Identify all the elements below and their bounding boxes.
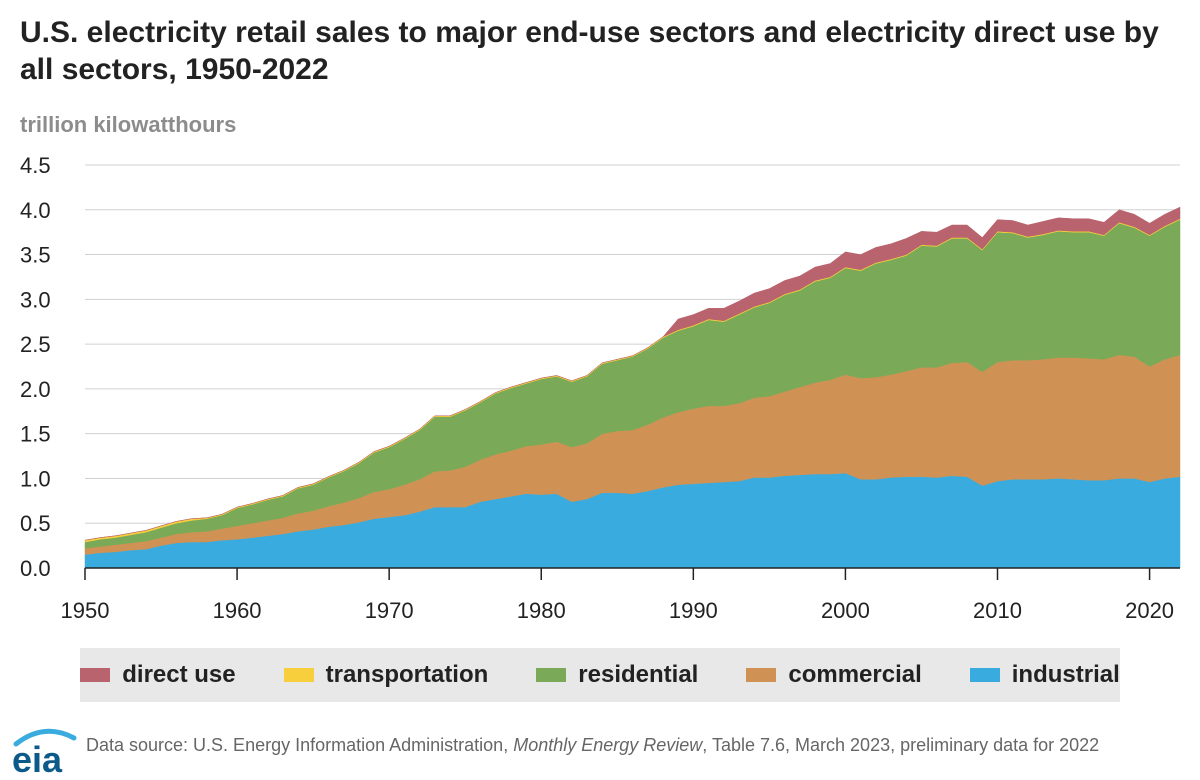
footer: eia Data source: U.S. Energy Information… (0, 722, 1200, 780)
legend-label: residential (578, 661, 699, 688)
legend-label: direct use (122, 661, 236, 688)
axes: 0.0 0.5 1.0 1.5 2.0 2.5 3.0 3.5 4.0 4.5 1950 1960 19… (20, 153, 1180, 623)
y-axis-unit-label: trillion kilowatthours (20, 112, 237, 137)
source-prefix: Data source: U.S. Energy Information Adm… (86, 735, 514, 755)
data-source-note: Data source: U.S. Energy Information Adm… (86, 734, 1186, 756)
legend-label: transportation (325, 661, 489, 688)
y-tick-label: 2.5 (20, 332, 51, 357)
x-tick-label: 2000 (821, 598, 870, 623)
stacked-area-chart: 0.0 0.5 1.0 1.5 2.0 2.5 3.0 3.5 4.0 4.5 1950 1960 19… (20, 153, 1181, 623)
legend-swatch (969, 668, 1000, 682)
y-tick-label: 3.5 (20, 243, 51, 268)
y-tick-label: 4.0 (20, 198, 51, 223)
y-tick-label: 0.0 (20, 556, 51, 581)
source-publication: Monthly Energy Review (513, 735, 703, 755)
legend-label: commercial (788, 661, 922, 688)
svg-text:eia: eia (12, 739, 63, 778)
legend-item-transportation: transportation (283, 661, 489, 689)
y-tick-label: 1.0 (20, 466, 51, 491)
x-tick-label: 2010 (973, 598, 1022, 623)
y-tick-label: 0.5 (20, 511, 51, 536)
legend-swatch (536, 668, 567, 682)
area-direct-use (84, 206, 1181, 541)
legend-item-commercial: commercial (746, 661, 922, 689)
legend-swatch (80, 668, 111, 682)
legend-item-residential: residential (536, 661, 698, 689)
legend-swatch (746, 668, 777, 682)
legend-item-direct-use: direct use (80, 661, 236, 689)
y-tick-label: 4.5 (20, 153, 51, 178)
x-tick-label: 2020 (1125, 598, 1174, 623)
legend-swatch (283, 668, 314, 682)
x-tick-label: 1970 (365, 598, 414, 623)
chart-title: U.S. electricity retail sales to major e… (20, 16, 1159, 86)
eia-logo-icon: eia (12, 728, 77, 778)
legend-label: industrial (1011, 661, 1120, 688)
x-tick-label: 1960 (213, 598, 262, 623)
chart-legend: direct use transportation residential comme… (80, 648, 1120, 702)
x-tick-label: 1990 (669, 598, 718, 623)
y-tick-label: 1.5 (20, 422, 51, 447)
y-tick-label: 2.0 (20, 377, 51, 402)
x-tick-label: 1980 (517, 598, 566, 623)
y-tick-label: 3.0 (20, 287, 51, 312)
legend-item-industrial: industrial (969, 661, 1120, 689)
area-series-layer (84, 206, 1181, 569)
source-suffix: , Table 7.6, March 2023, preliminary dat… (702, 735, 1100, 755)
x-tick-label: 1950 (61, 598, 110, 623)
